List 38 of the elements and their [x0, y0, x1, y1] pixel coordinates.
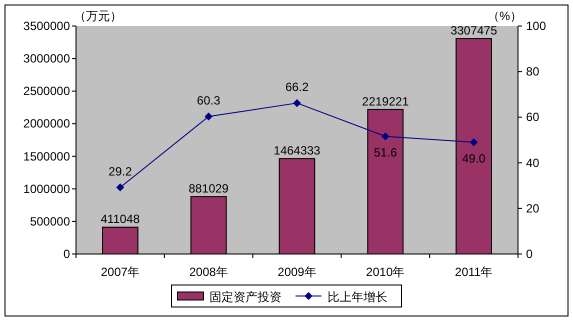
- y2-tick-label: 20: [526, 201, 540, 216]
- point: [293, 99, 301, 108]
- data-label: 49.0: [462, 151, 486, 166]
- y-tick-label: 500000: [30, 214, 70, 228]
- legend-label: 比上年增长: [328, 290, 388, 304]
- y2-tick-label: 40: [526, 156, 540, 170]
- point: [204, 112, 213, 121]
- data-label: 411048: [100, 212, 140, 226]
- point: [116, 183, 124, 192]
- y2-axis-title: （%）: [487, 9, 522, 23]
- data-label: 3307475: [450, 24, 498, 38]
- x-tick-label: 2009年: [278, 265, 316, 279]
- y2-tick-label: 0: [526, 247, 533, 261]
- y2-tick-label: 60: [526, 110, 540, 124]
- y-tick-label: 1500000: [23, 149, 70, 164]
- point: [381, 132, 390, 140]
- data-label: 881029: [188, 182, 229, 196]
- x-tick-label: 2010年: [366, 265, 405, 279]
- data-label: 51.6: [374, 145, 398, 160]
- data-label: 66.2: [285, 80, 309, 94]
- data-label: 2219221: [362, 94, 410, 108]
- data-label: 1464333: [274, 144, 321, 158]
- y-tick-label: 1000000: [23, 182, 70, 196]
- y-axis-title: （万元）: [74, 9, 122, 23]
- legend-label: 固定资产投资: [210, 290, 282, 304]
- y-tick-label: 3000000: [23, 52, 70, 66]
- x-tick-label: 2008年: [189, 265, 228, 279]
- y2-tick-label: 100: [526, 19, 546, 33]
- x-tick-label: 2007年: [100, 265, 140, 279]
- x-tick-label: 2011年: [454, 265, 493, 279]
- y-tick-label: 0: [63, 247, 70, 261]
- data-label: 60.3: [196, 94, 221, 108]
- data-label: 29.2: [108, 164, 132, 178]
- y2-tick-label: 80: [526, 64, 540, 79]
- y-tick-label: 2500000: [23, 84, 70, 98]
- y-tick-label: 2000000: [23, 116, 70, 131]
- point: [470, 138, 478, 146]
- y-tick-label: 3500000: [23, 19, 70, 33]
